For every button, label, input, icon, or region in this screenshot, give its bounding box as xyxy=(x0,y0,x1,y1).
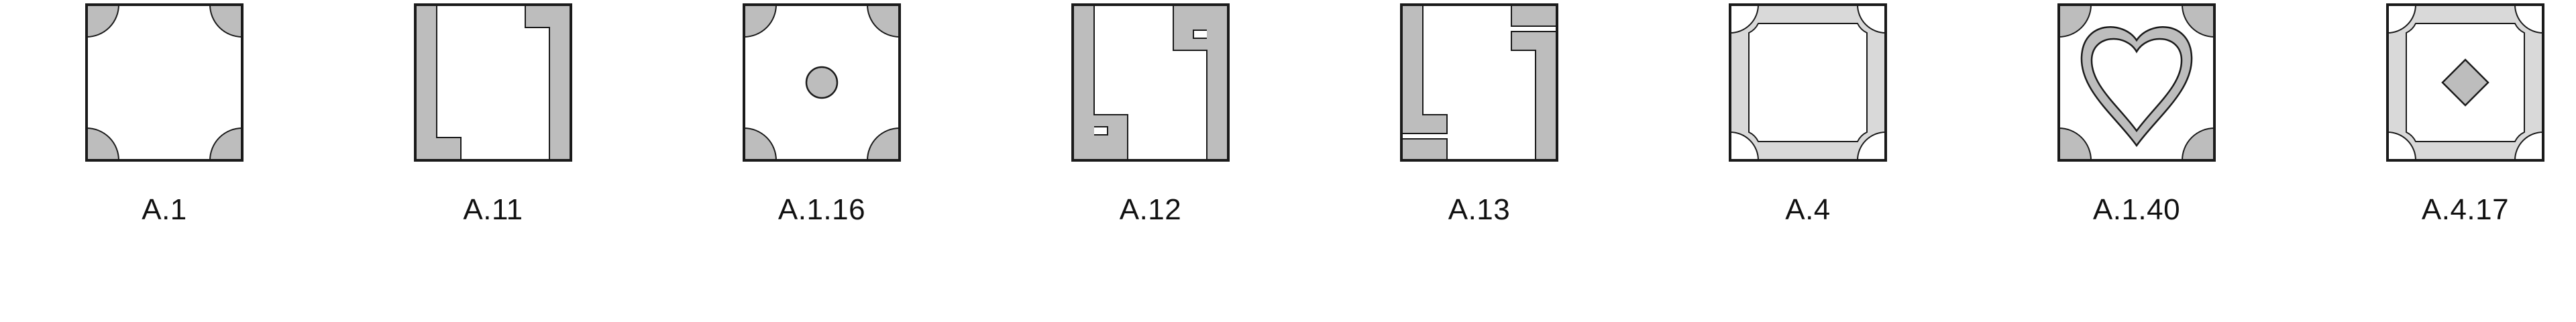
tile-a4: A.4 xyxy=(1644,0,1972,322)
heart-tile-icon xyxy=(2057,3,2216,162)
hook-bracket-tile-icon xyxy=(1071,3,1230,162)
tile-a1: A.1 xyxy=(0,0,329,322)
tile-label: A.4 xyxy=(1785,193,1831,226)
l-bracket-tile-icon xyxy=(414,3,572,162)
corner-quadrants-dot-tile-icon xyxy=(743,3,901,162)
tile-label: A.1.16 xyxy=(777,193,866,226)
tile-a1-40: A.1.40 xyxy=(1972,0,2301,322)
tile-label: A.1 xyxy=(142,193,187,226)
corner-quadrants-tile-icon xyxy=(85,3,244,162)
tile-a11: A.11 xyxy=(329,0,657,322)
tile-a13: A.13 xyxy=(1315,0,1644,322)
tile-a4-17: A.4.17 xyxy=(2301,0,2576,322)
tile-a12: A.12 xyxy=(986,0,1315,322)
tile-label: A.13 xyxy=(1448,193,1511,226)
tile-label: A.1.40 xyxy=(2092,193,2181,226)
octagon-frame-tile-icon xyxy=(1729,3,1887,162)
tile-a1-16: A.1.16 xyxy=(657,0,986,322)
tile-label: A.4.17 xyxy=(2421,193,2510,226)
tile-label: A.11 xyxy=(463,193,523,226)
tile-label: A.12 xyxy=(1119,193,1182,226)
octagon-diamond-tile-icon xyxy=(2386,3,2544,162)
double-bar-bracket-tile-icon xyxy=(1400,3,1558,162)
